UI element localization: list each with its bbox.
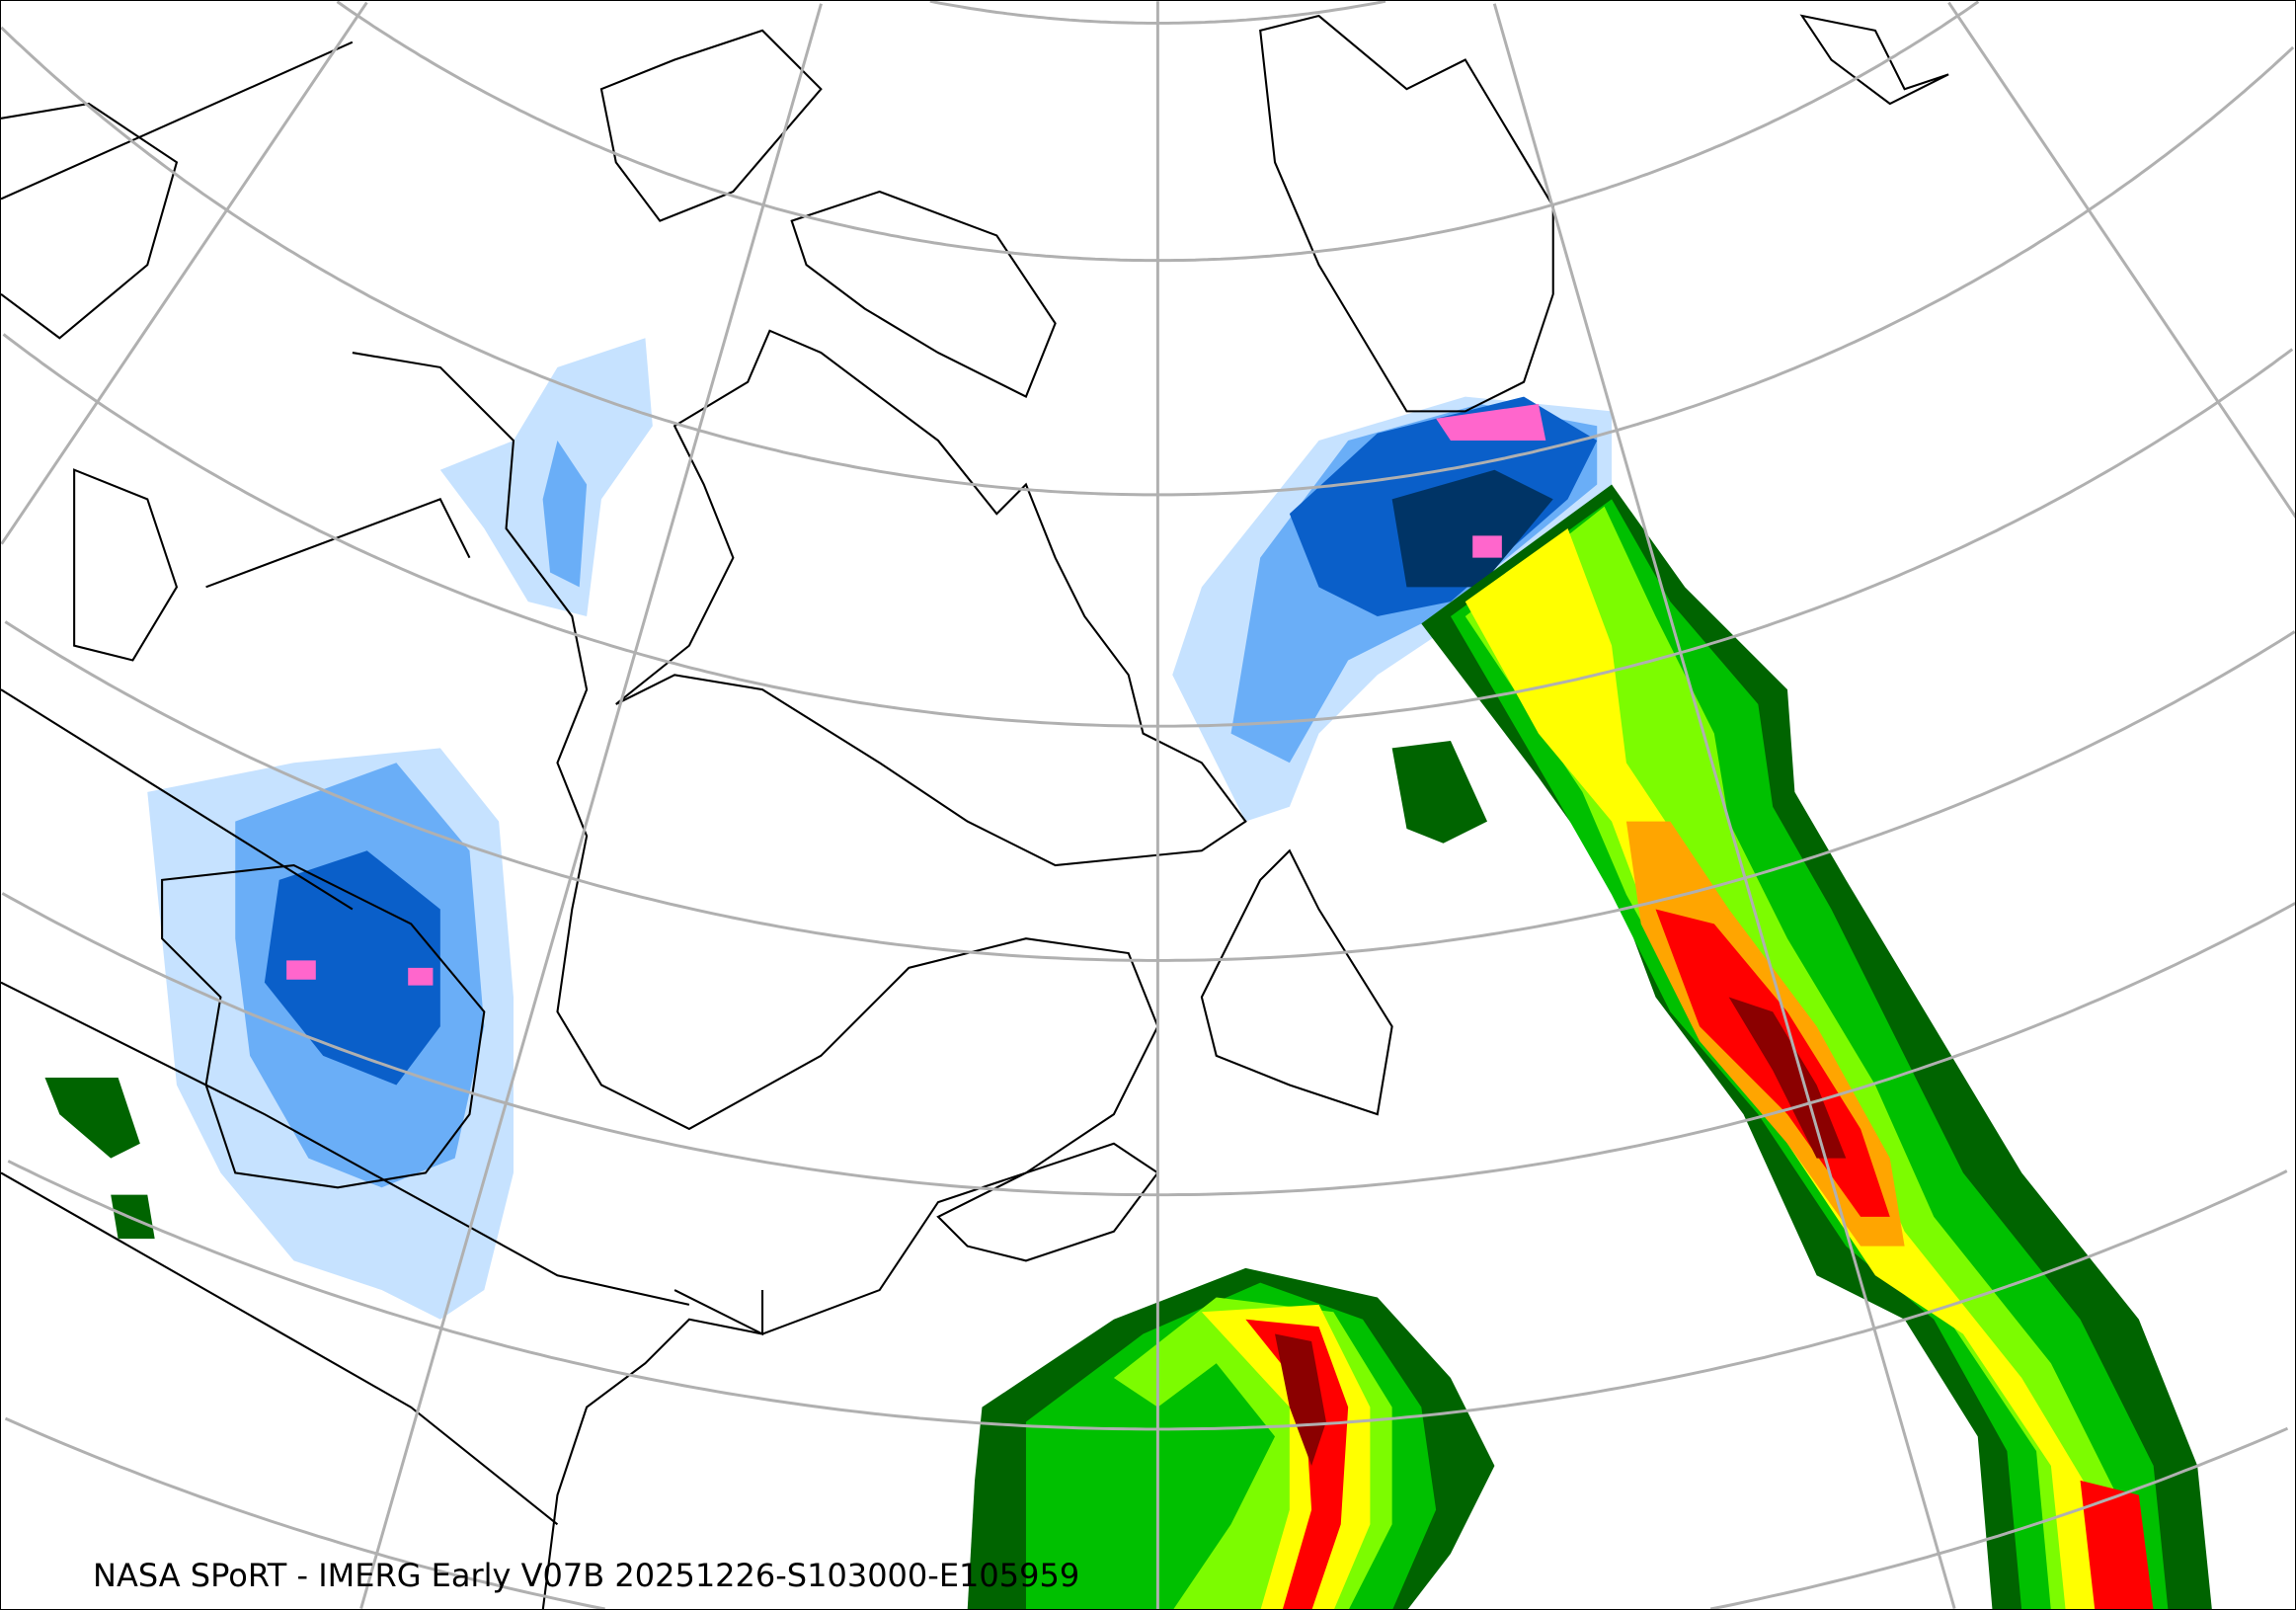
longitude-line <box>1492 3 1956 1609</box>
coastline <box>161 863 486 1189</box>
precip-rain-intense <box>2080 1480 2154 1609</box>
precip-snow-extreme <box>1472 535 1502 558</box>
precip-snow-extreme <box>1436 403 1546 442</box>
latitude-line <box>4 620 2295 962</box>
coastline <box>1799 14 1949 106</box>
latitude-line <box>1 26 2295 497</box>
latitude-line <box>1709 1426 2289 1609</box>
coastline <box>790 190 1057 398</box>
precipitation-layer <box>44 338 2212 1609</box>
precip-snow-extreme <box>286 960 316 980</box>
precip-snow-extreme <box>408 967 434 986</box>
precip-snow-medium <box>542 441 588 588</box>
precip-snow-very_heavy <box>1391 469 1553 588</box>
coastline <box>73 468 179 662</box>
latitude-line <box>4 1416 605 1609</box>
longitude-line <box>359 3 823 1609</box>
precip-rain-intense <box>1245 1319 1349 1609</box>
coastline <box>599 29 823 222</box>
latitude-line <box>1 892 2295 1197</box>
coastline <box>615 329 1247 867</box>
coastline <box>1 40 764 1526</box>
latitude-line <box>7 1160 2288 1431</box>
precip-rain-extreme <box>1728 997 1847 1159</box>
coastlines-layer <box>1 14 1949 1609</box>
longitude-line <box>1 1 368 545</box>
longitude-line <box>1947 1 2295 519</box>
coastline <box>1259 14 1554 413</box>
coastline <box>352 352 1159 1609</box>
precip-snow-light <box>439 338 653 616</box>
precip-rain-extreme <box>1275 1333 1326 1466</box>
precip-rain-light <box>1391 741 1488 844</box>
coastline <box>1200 848 1393 1116</box>
latitude-line <box>2 333 2294 728</box>
precip-rain-light <box>111 1194 155 1240</box>
map-caption: NASA SPoRT - IMERG Early V07B 20251226-S… <box>93 1557 1080 1594</box>
precip-rain-light <box>44 1078 140 1159</box>
coastline <box>936 1142 1159 1262</box>
precip-snow-heavy <box>264 850 440 1086</box>
coastline <box>1 102 179 340</box>
